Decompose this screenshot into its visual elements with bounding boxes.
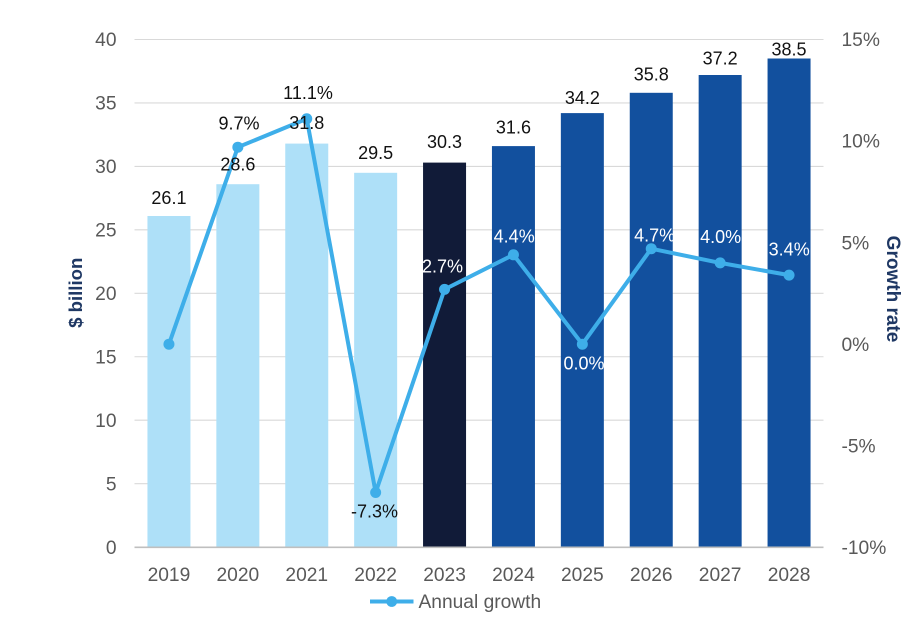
svg-text:2019: 2019 xyxy=(148,565,191,586)
svg-text:30: 30 xyxy=(95,157,116,178)
svg-text:3.4%: 3.4% xyxy=(769,240,810,260)
svg-text:35.8: 35.8 xyxy=(634,64,669,84)
svg-text:29.5: 29.5 xyxy=(358,143,393,163)
svg-text:4.4%: 4.4% xyxy=(494,227,535,247)
svg-text:2022: 2022 xyxy=(354,565,397,586)
svg-text:30.3: 30.3 xyxy=(427,132,462,152)
svg-text:0.0%: 0.0% xyxy=(563,354,604,374)
svg-text:31.6: 31.6 xyxy=(496,118,531,138)
svg-text:15: 15 xyxy=(95,347,116,368)
svg-text:9.7%: 9.7% xyxy=(218,114,259,134)
svg-text:2028: 2028 xyxy=(768,565,811,586)
svg-text:-7.3%: -7.3% xyxy=(351,501,398,521)
svg-text:15%: 15% xyxy=(842,30,880,51)
svg-text:2024: 2024 xyxy=(492,565,535,586)
svg-text:2023: 2023 xyxy=(423,565,466,586)
svg-text:20: 20 xyxy=(95,284,116,305)
svg-text:Growth rate: Growth rate xyxy=(882,236,903,343)
svg-text:2026: 2026 xyxy=(630,565,673,586)
svg-text:40: 40 xyxy=(95,30,116,51)
svg-text:10: 10 xyxy=(95,411,116,432)
svg-text:5: 5 xyxy=(106,474,117,495)
svg-text:$ billion: $ billion xyxy=(65,258,86,328)
svg-text:2025: 2025 xyxy=(561,565,604,586)
svg-text:Annual growth: Annual growth xyxy=(419,592,542,613)
svg-text:2020: 2020 xyxy=(217,565,260,586)
svg-text:11.1%: 11.1% xyxy=(283,83,333,103)
svg-text:34.2: 34.2 xyxy=(565,88,600,108)
svg-text:4.0%: 4.0% xyxy=(700,227,741,247)
svg-text:0: 0 xyxy=(106,538,117,559)
svg-text:-10%: -10% xyxy=(842,538,887,559)
svg-text:5%: 5% xyxy=(842,233,870,254)
svg-text:2027: 2027 xyxy=(699,565,742,586)
svg-text:35: 35 xyxy=(95,94,116,115)
svg-text:26.1: 26.1 xyxy=(151,188,186,208)
svg-text:4.7%: 4.7% xyxy=(634,225,675,245)
svg-text:38.5: 38.5 xyxy=(772,40,807,60)
svg-text:2021: 2021 xyxy=(285,565,328,586)
svg-text:25: 25 xyxy=(95,221,116,242)
svg-text:-5%: -5% xyxy=(842,436,876,457)
svg-text:2.7%: 2.7% xyxy=(422,257,463,277)
svg-text:10%: 10% xyxy=(842,132,880,153)
svg-text:31.8: 31.8 xyxy=(289,113,324,133)
svg-text:0%: 0% xyxy=(842,335,870,356)
svg-text:37.2: 37.2 xyxy=(703,49,738,69)
svg-text:28.6: 28.6 xyxy=(220,154,255,174)
